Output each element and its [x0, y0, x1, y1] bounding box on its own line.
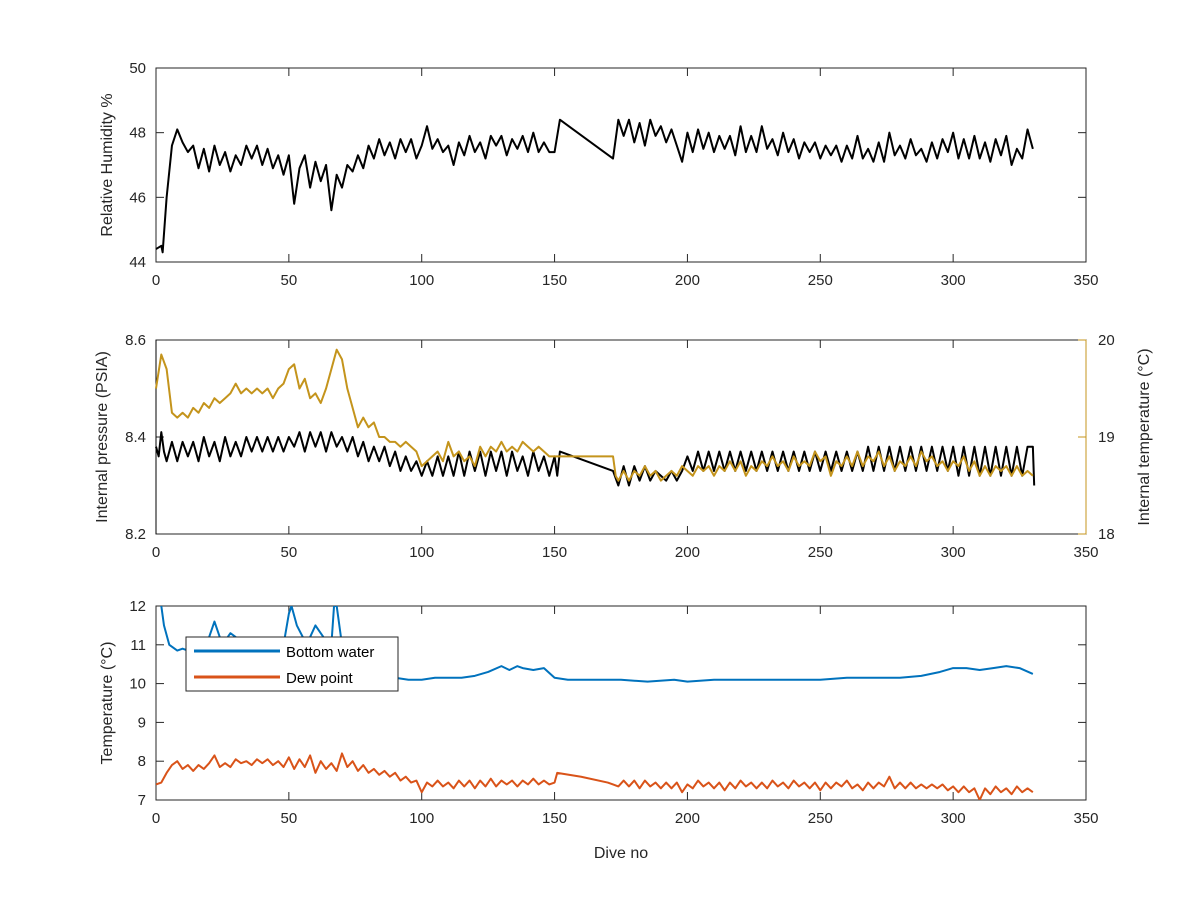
humidity-x-tick-label: 250 [808, 272, 833, 289]
pressure-x-tick-label: 0 [152, 544, 160, 561]
pressure-x-tick-label: 250 [808, 544, 833, 561]
humidity-panel: 0 50 100 150 200 250 300 350 44 46 48 50 Relative H… [99, 60, 1099, 289]
humidity-series-0-line [155, 118, 1034, 254]
temperature-x-tick-label: 200 [675, 810, 700, 827]
temperature-x-tick-label: 150 [542, 810, 567, 827]
temperature-x-tick-label: 300 [941, 810, 966, 827]
humidity-x-tick-label: 50 [281, 272, 298, 289]
temperature-y-tick-label: 11 [130, 637, 146, 654]
humidity-x-tick-label: 350 [1073, 272, 1098, 289]
legend: Bottom water Dew point [185, 636, 399, 692]
pressure-y-axis-label: Internal pressure (PSIA) [94, 351, 111, 523]
temperature-y-tick-label: 10 [129, 676, 146, 693]
internal-temperature-y-axis-label: Internal temperature (°C) [1136, 348, 1153, 525]
pressure-right-y-tick-label: 20 [1098, 332, 1115, 349]
humidity-y-tick-label: 48 [129, 125, 146, 142]
pressure-right-y-tick-label: 19 [1098, 429, 1115, 446]
temperature-panel: 0 50 100 150 200 250 300 350 7 8 9 10 11 12 Temperatu… [99, 598, 1099, 862]
pressure-series [155, 348, 1036, 487]
humidity-x-tick-label: 0 [152, 272, 160, 289]
humidity-x-tick-label: 300 [941, 272, 966, 289]
temperature-x-tick-label: 0 [152, 810, 160, 827]
legend-box [185, 636, 399, 692]
temperature-y-tick-label: 12 [129, 598, 146, 615]
pressure-series-1-line [155, 348, 1034, 482]
x-axis-label: Dive no [594, 845, 648, 862]
pressure-panel: 0 50 100 150 200 250 300 350 8.2 8.4 8.6 18 19 20 Int… [94, 332, 1153, 561]
humidity-x-tick-label: 200 [675, 272, 700, 289]
temperature-y-tick-label: 7 [138, 792, 146, 809]
humidity-plot-frame [155, 67, 1087, 263]
temperature-y-tick-label: 9 [138, 714, 146, 731]
temperature-y-axis-label: Temperature (°C) [99, 642, 116, 765]
humidity-ticks: 0 50 100 150 200 250 300 350 44 46 48 50 [129, 60, 1098, 289]
pressure-y-tick-label: 8.6 [125, 332, 146, 349]
pressure-x-tick-label: 100 [409, 544, 434, 561]
pressure-x-tick-label: 50 [281, 544, 298, 561]
temperature-x-tick-label: 100 [409, 810, 434, 827]
legend-label-bottom-water: Bottom water [286, 644, 374, 661]
pressure-x-tick-label: 150 [542, 544, 567, 561]
pressure-x-tick-label: 350 [1073, 544, 1098, 561]
pressure-y-tick-label: 8.2 [125, 526, 146, 543]
pressure-x-tick-label: 200 [675, 544, 700, 561]
pressure-y-tick-label: 8.4 [125, 429, 146, 446]
humidity-series [155, 118, 1034, 254]
temperature-x-tick-label: 250 [808, 810, 833, 827]
pressure-series-0-line [155, 431, 1036, 487]
humidity-y-tick-label: 50 [129, 60, 146, 77]
legend-label-dew-point: Dew point [286, 670, 354, 687]
temperature-x-tick-label: 50 [281, 810, 298, 827]
dew-point-line [156, 752, 1034, 800]
humidity-y-tick-label: 44 [129, 254, 146, 271]
pressure-x-tick-label: 300 [941, 544, 966, 561]
temperature-series [156, 606, 1034, 800]
pressure-right-y-tick-label: 18 [1098, 526, 1115, 543]
temperature-x-tick-label: 350 [1073, 810, 1098, 827]
temperature-ticks: 0 50 100 150 200 250 300 350 7 8 9 10 11 12 [129, 598, 1098, 827]
pressure-ticks: 0 50 100 150 200 250 300 350 8.2 8.4 8.6 18 19 20 [125, 332, 1115, 561]
temperature-plot-frame [155, 605, 1087, 801]
humidity-y-tick-label: 46 [129, 189, 146, 206]
humidity-y-axis-label: Relative Humidity % [99, 93, 116, 236]
humidity-x-tick-label: 150 [542, 272, 567, 289]
temperature-y-tick-label: 8 [138, 753, 146, 770]
humidity-x-tick-label: 100 [409, 272, 434, 289]
